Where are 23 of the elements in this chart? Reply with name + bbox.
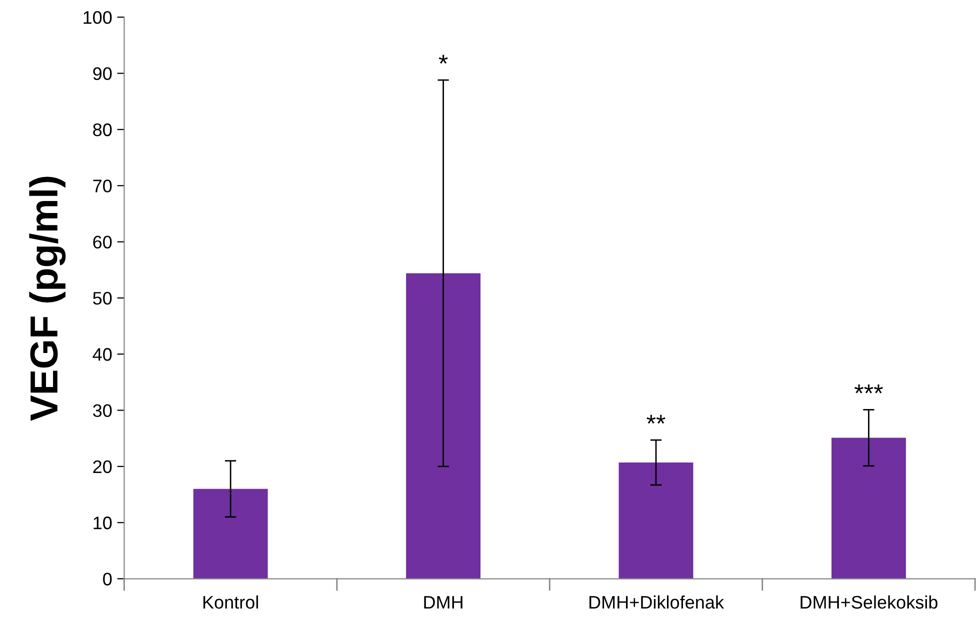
x-tick-label: DMH+Diklofenak	[589, 595, 724, 609]
y-tick-label: 50	[93, 292, 112, 305]
x-tick-label: Kontrol	[203, 595, 258, 609]
annotation: **	[646, 414, 666, 424]
x-tick-label: DMH	[424, 596, 462, 609]
y-tick-label: 40	[92, 348, 112, 361]
bar	[406, 273, 481, 579]
bar	[831, 438, 906, 579]
y-tick-label: 100	[84, 11, 112, 24]
y-tick-label: 20	[93, 460, 112, 474]
y-tick-label: 80	[93, 123, 112, 136]
x-tick-label: DMH+Selekoksib	[800, 595, 938, 609]
y-tick-label: 10	[94, 516, 112, 530]
bar	[193, 488, 268, 579]
bar	[618, 462, 694, 579]
annotation: *	[438, 54, 448, 64]
y-axis-title: VEGF (pg/ml)	[29, 176, 66, 421]
y-tick-label: 70	[93, 180, 112, 192]
y-tick-label: 60	[93, 236, 112, 249]
y-tick-label: 30	[93, 404, 112, 418]
y-tick-label: 0	[103, 572, 112, 586]
y-tick-label: 90	[93, 67, 112, 80]
annotation: ***	[854, 384, 883, 394]
